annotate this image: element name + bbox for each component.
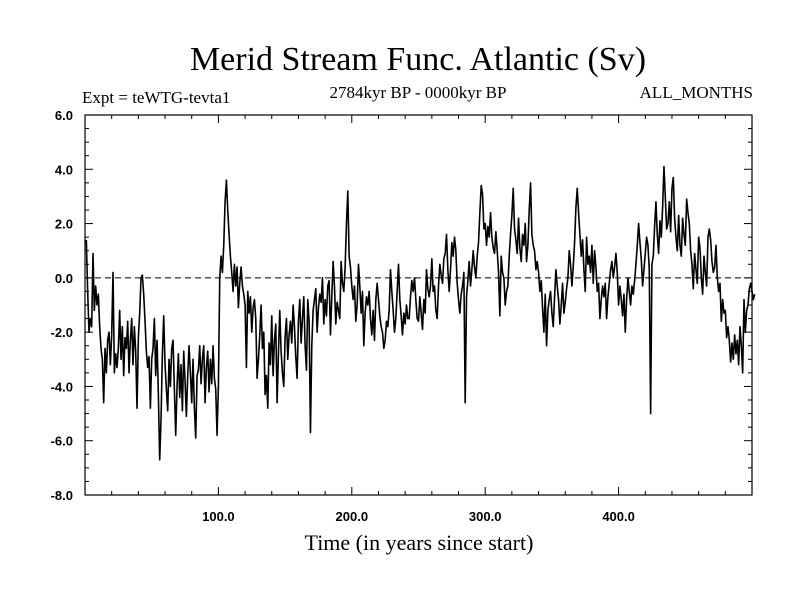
experiment-label: Expt = teWTG-tevta1 [82, 88, 230, 107]
time-range-label: 2784kyr BP - 0000kyr BP [330, 83, 507, 102]
months-label: ALL_MONTHS [640, 83, 753, 102]
plot-frame [84, 114, 753, 496]
chart-title: Merid Stream Func. Atlantic (Sv) [190, 41, 646, 78]
y-tick-label: 4.0 [55, 162, 73, 177]
y-tick-label: -4.0 [51, 379, 73, 394]
y-tick-labels: -8.0 -6.0 -4.0 -2.0 0.0 2.0 4.0 6.0 [51, 108, 73, 503]
x-tick-label: 200.0 [336, 509, 369, 524]
x-tick-label: 300.0 [469, 509, 502, 524]
x-axis-label: Time (in years since start) [305, 530, 534, 555]
data-series [85, 165, 756, 461]
y-tick-label: -6.0 [51, 434, 73, 449]
y-tick-label: 6.0 [55, 108, 73, 123]
x-tick-labels: 100.0 200.0 300.0 400.0 [202, 509, 635, 524]
series-line [85, 165, 756, 461]
x-tick-label: 100.0 [202, 509, 235, 524]
y-tick-label: 2.0 [55, 217, 73, 232]
x-tick-label: 400.0 [602, 509, 635, 524]
y-tick-label: -2.0 [51, 325, 73, 340]
y-tick-label: -8.0 [51, 488, 73, 503]
y-tick-label: 0.0 [55, 271, 73, 286]
